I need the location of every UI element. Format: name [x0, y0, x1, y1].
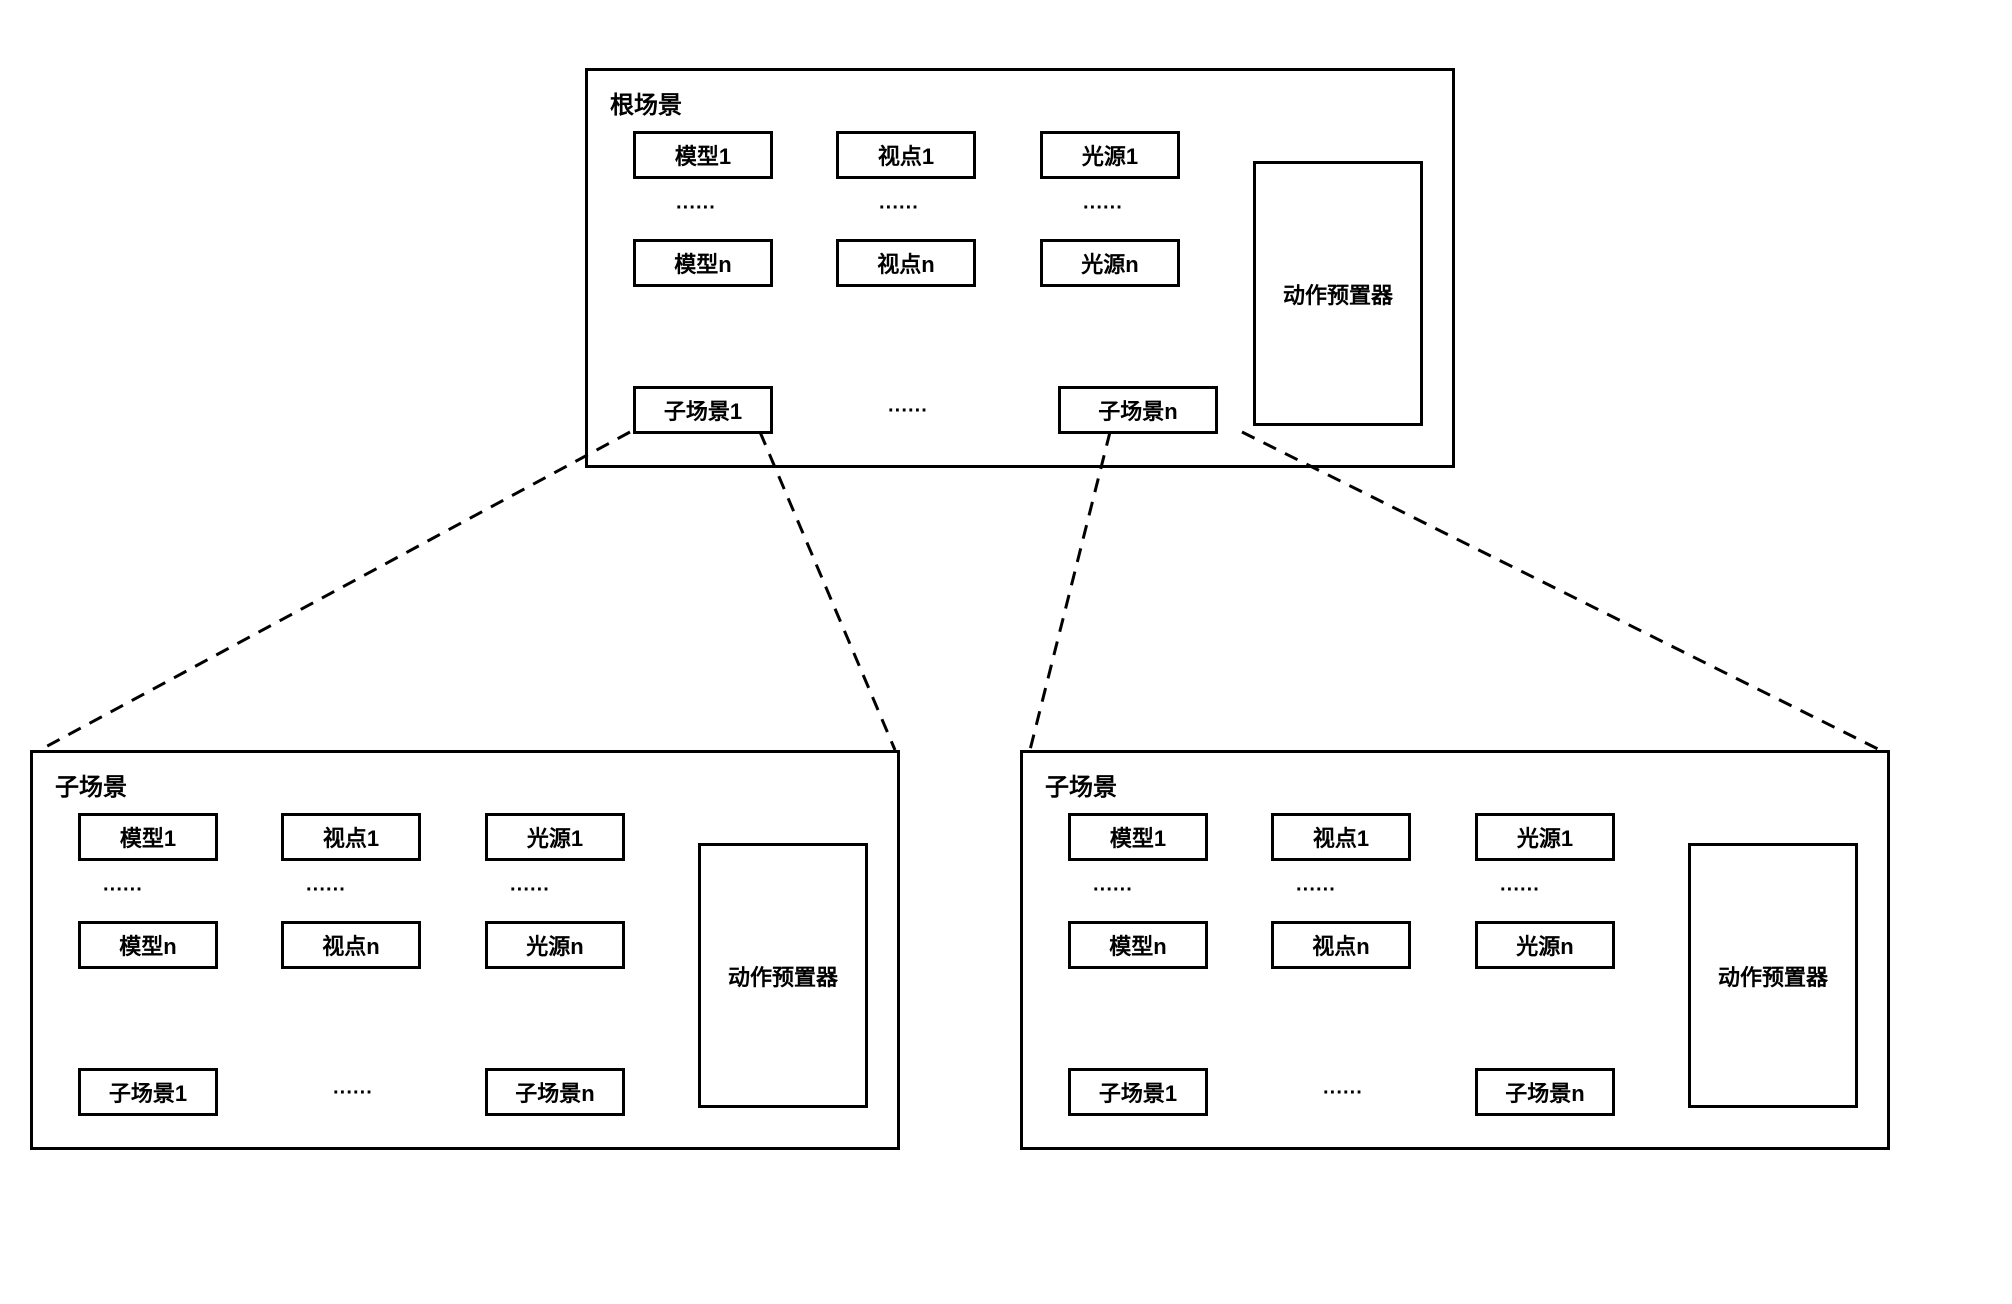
- root-scene-box: 根场景 模型1 视点1 光源1 ······ ······ ······ 模型n…: [585, 68, 1455, 468]
- child-left-model-1: 模型1: [78, 813, 218, 861]
- child-right-subscene-1: 子场景1: [1068, 1068, 1208, 1116]
- child-right-model-1: 模型1: [1068, 813, 1208, 861]
- child-scene-right-title: 子场景: [1045, 767, 1117, 802]
- child-scene-left-box: 子场景 模型1 视点1 光源1 ······ ······ ······ 模型n…: [30, 750, 900, 1150]
- child-right-viewpoint-n: 视点n: [1271, 921, 1411, 969]
- child-left-light-ellipsis: ······: [510, 879, 550, 902]
- child-right-viewpoint-ellipsis: ······: [1296, 879, 1336, 902]
- root-model-ellipsis: ······: [676, 197, 716, 220]
- child-scene-right-box: 子场景 模型1 视点1 光源1 ······ ······ ······ 模型n…: [1020, 750, 1890, 1150]
- child-left-subscene-ellipsis: ······: [333, 1082, 373, 1105]
- root-viewpoint-ellipsis: ······: [879, 197, 919, 220]
- root-subscene-1: 子场景1: [633, 386, 773, 434]
- child-left-model-ellipsis: ······: [103, 879, 143, 902]
- root-light-n: 光源n: [1040, 239, 1180, 287]
- child-right-model-n: 模型n: [1068, 921, 1208, 969]
- child-right-viewpoint-1: 视点1: [1271, 813, 1411, 861]
- child-right-action-preset: 动作预置器: [1688, 843, 1858, 1108]
- root-subscene-n: 子场景n: [1058, 386, 1218, 434]
- child-right-subscene-ellipsis: ······: [1323, 1082, 1363, 1105]
- root-light-1: 光源1: [1040, 131, 1180, 179]
- root-model-1: 模型1: [633, 131, 773, 179]
- root-model-n: 模型n: [633, 239, 773, 287]
- child-left-viewpoint-n: 视点n: [281, 921, 421, 969]
- child-left-viewpoint-1: 视点1: [281, 813, 421, 861]
- child-left-subscene-1: 子场景1: [78, 1068, 218, 1116]
- root-scene-title: 根场景: [610, 85, 682, 120]
- child-right-light-ellipsis: ······: [1500, 879, 1540, 902]
- root-light-ellipsis: ······: [1083, 197, 1123, 220]
- root-viewpoint-n: 视点n: [836, 239, 976, 287]
- child-scene-left-title: 子场景: [55, 767, 127, 802]
- child-right-model-ellipsis: ······: [1093, 879, 1133, 902]
- child-right-subscene-n: 子场景n: [1475, 1068, 1615, 1116]
- child-left-viewpoint-ellipsis: ······: [306, 879, 346, 902]
- root-action-preset: 动作预置器: [1253, 161, 1423, 426]
- child-right-light-n: 光源n: [1475, 921, 1615, 969]
- root-subscene-ellipsis: ······: [888, 400, 928, 423]
- child-left-light-n: 光源n: [485, 921, 625, 969]
- child-left-action-preset: 动作预置器: [698, 843, 868, 1108]
- child-right-light-1: 光源1: [1475, 813, 1615, 861]
- child-left-subscene-n: 子场景n: [485, 1068, 625, 1116]
- root-viewpoint-1: 视点1: [836, 131, 976, 179]
- child-left-light-1: 光源1: [485, 813, 625, 861]
- child-left-model-n: 模型n: [78, 921, 218, 969]
